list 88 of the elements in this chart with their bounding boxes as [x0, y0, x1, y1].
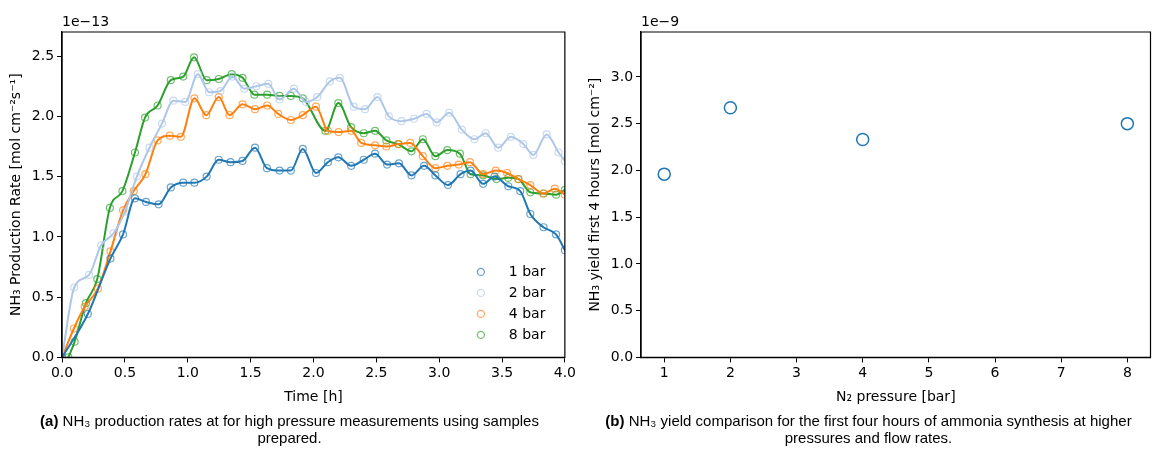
- point: [153, 101, 162, 110]
- x-tick-label: 2.0: [302, 364, 325, 381]
- x-tick-label: 8: [1122, 364, 1132, 381]
- point: [526, 188, 535, 197]
- x-tick-label: 0.0: [50, 364, 74, 381]
- point: [1120, 116, 1135, 131]
- x-tick-label: 1.0: [176, 364, 199, 381]
- x-tick-label: 3: [792, 364, 801, 381]
- point: [70, 283, 79, 292]
- x-tick-label: 4: [858, 364, 868, 381]
- x-tick-label: 3.5: [490, 364, 514, 381]
- point: [418, 152, 427, 161]
- text: (a) NH₃ production rates at for high pressure measurements using samples prepared.: [39, 412, 540, 446]
- point: [238, 73, 247, 82]
- point: [118, 230, 128, 239]
- point: [132, 172, 141, 181]
- point: [166, 183, 175, 192]
- point: [96, 241, 106, 250]
- text: 1e−13: [62, 12, 110, 29]
- y-tick-label: 2.0: [31, 107, 55, 123]
- x-axis-title: Time [h]: [283, 388, 343, 405]
- y-tick-label: 1.0: [31, 227, 55, 244]
- point: [262, 164, 272, 173]
- y-tick-label: 0.5: [610, 301, 634, 318]
- point: [105, 203, 114, 213]
- point: [382, 136, 391, 145]
- y-tick-label: 0.0: [610, 348, 634, 365]
- legend-label: 2 bar: [508, 283, 546, 300]
- point: [145, 143, 154, 152]
- point: [456, 170, 465, 179]
- point: [539, 223, 548, 232]
- point: [657, 167, 671, 181]
- point: [554, 148, 563, 157]
- y-tick-label: 2.0: [610, 161, 634, 178]
- x-tick-label: 1.5: [239, 364, 262, 381]
- point: [357, 138, 366, 147]
- x-axis-title: N₂ pressure [bar]: [835, 388, 956, 405]
- point: [855, 132, 870, 147]
- y-tick-label: 2.5: [31, 46, 55, 63]
- legend-label: 4 bar: [508, 304, 546, 321]
- point: [526, 180, 535, 190]
- point: [504, 182, 513, 191]
- y-tick-label: 2.5: [610, 114, 634, 131]
- x-tick-label: 2.5: [365, 364, 388, 381]
- x-tick-label: 6: [990, 364, 1000, 381]
- point: [723, 100, 738, 115]
- point: [526, 209, 535, 219]
- legend-label: 8 bar: [508, 325, 546, 342]
- y-tick-label: 1.0: [610, 254, 634, 271]
- point: [298, 111, 307, 120]
- point: [157, 119, 167, 128]
- y-axis-title: NH₃ Production Rate [mol cm⁻²s⁻¹]: [7, 73, 24, 317]
- text: (b) NH₃ yield comparison for the first four hours of ammonia synthesis at higher pressures and flow rates.: [604, 412, 1133, 446]
- y-tick-label: 1.5: [610, 207, 634, 224]
- y-tick-label: 3.0: [610, 67, 634, 84]
- x-tick-label: 0.5: [113, 364, 137, 381]
- x-tick-label: 1: [659, 364, 669, 381]
- point: [551, 230, 561, 239]
- legend-label: 1 bar: [508, 262, 546, 279]
- x-tick-label: 3.0: [428, 364, 451, 381]
- y-tick-label: 0.5: [31, 287, 55, 304]
- x-tick-label: 7: [1056, 364, 1066, 381]
- point: [519, 139, 528, 149]
- point: [109, 229, 118, 238]
- point: [69, 324, 78, 333]
- point: [84, 270, 94, 279]
- point: [323, 158, 333, 167]
- y-axis-title: NH₃ yield first 4 hours [mol cm⁻²]: [586, 77, 603, 312]
- x-tick-label: 2: [725, 364, 735, 381]
- x-tick-label: 5: [924, 364, 934, 381]
- y-tick-label: 0.0: [31, 348, 55, 365]
- point: [431, 171, 440, 180]
- x-tick-label: 4.0: [553, 364, 576, 381]
- text: 1e−9: [641, 12, 680, 29]
- y-tick-label: 1.5: [31, 167, 55, 184]
- point: [349, 102, 358, 111]
- point: [140, 113, 150, 122]
- point: [455, 149, 465, 158]
- point: [130, 148, 140, 157]
- point: [166, 76, 175, 85]
- point: [457, 125, 466, 134]
- point: [216, 86, 225, 96]
- point: [313, 92, 322, 102]
- point: [141, 197, 151, 207]
- point: [83, 309, 92, 319]
- point: [325, 77, 334, 86]
- point: [516, 186, 525, 196]
- point: [274, 109, 283, 119]
